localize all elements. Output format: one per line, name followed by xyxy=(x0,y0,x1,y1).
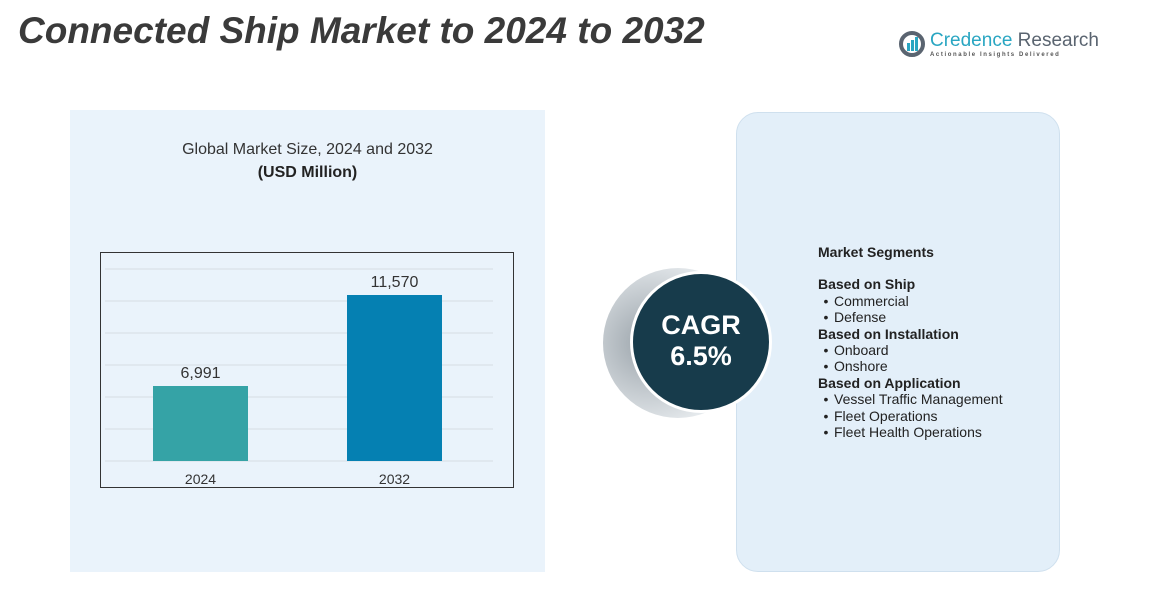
page-title: Connected Ship Market to 2024 to 2032 xyxy=(18,10,705,51)
segment-item: • Commercial xyxy=(823,292,909,309)
segment-item: • Onshore xyxy=(823,358,888,375)
x-tick-label: 2024 xyxy=(185,471,216,487)
bar-2024 xyxy=(153,385,248,461)
segment-item: • Defense xyxy=(823,309,887,326)
segment-item: • Vessel Traffic Management xyxy=(823,391,1003,408)
chart-frame: 6,991 2024 11,570 2032 xyxy=(100,252,514,488)
chart-subtitle: (USD Million) xyxy=(257,164,358,181)
logo-tagline: Actionable Insights Delivered xyxy=(930,52,1061,58)
cagr-value: 6.5% xyxy=(670,341,732,371)
segment-group-title: Based on Ship xyxy=(818,276,916,293)
logo: Credence Research Actionable Insights De… xyxy=(898,30,1099,58)
segment-item: • Fleet Health Operations xyxy=(823,424,982,441)
cagr-label: CAGR xyxy=(661,310,741,340)
logo-chart-icon xyxy=(899,31,925,57)
cagr-badge: CAGR 6.5% xyxy=(630,271,772,413)
logo-name-2: Research xyxy=(1012,30,1099,51)
logo-name: Credence xyxy=(930,30,1013,51)
data-label: 11,570 xyxy=(371,274,419,291)
segment-group-title: Based on Application xyxy=(818,374,961,391)
chart-panel xyxy=(70,110,545,572)
bar-chart: 6,991 2024 11,570 2032 xyxy=(105,268,493,487)
x-tick-label: 2032 xyxy=(379,471,410,487)
market-segments: Market Segments Based on Ship • Commercial… xyxy=(818,244,1003,440)
bar-2032 xyxy=(347,295,442,461)
data-label: 6,991 xyxy=(180,365,220,382)
segments-heading: Market Segments xyxy=(818,244,934,260)
segment-item: • Onboard xyxy=(823,342,889,359)
segment-group-title: Based on Installation xyxy=(818,325,959,342)
chart-title: Global Market Size, 2024 and 2032 xyxy=(182,141,433,158)
segment-item: • Fleet Operations xyxy=(823,407,938,424)
segments-panel xyxy=(736,112,1060,572)
